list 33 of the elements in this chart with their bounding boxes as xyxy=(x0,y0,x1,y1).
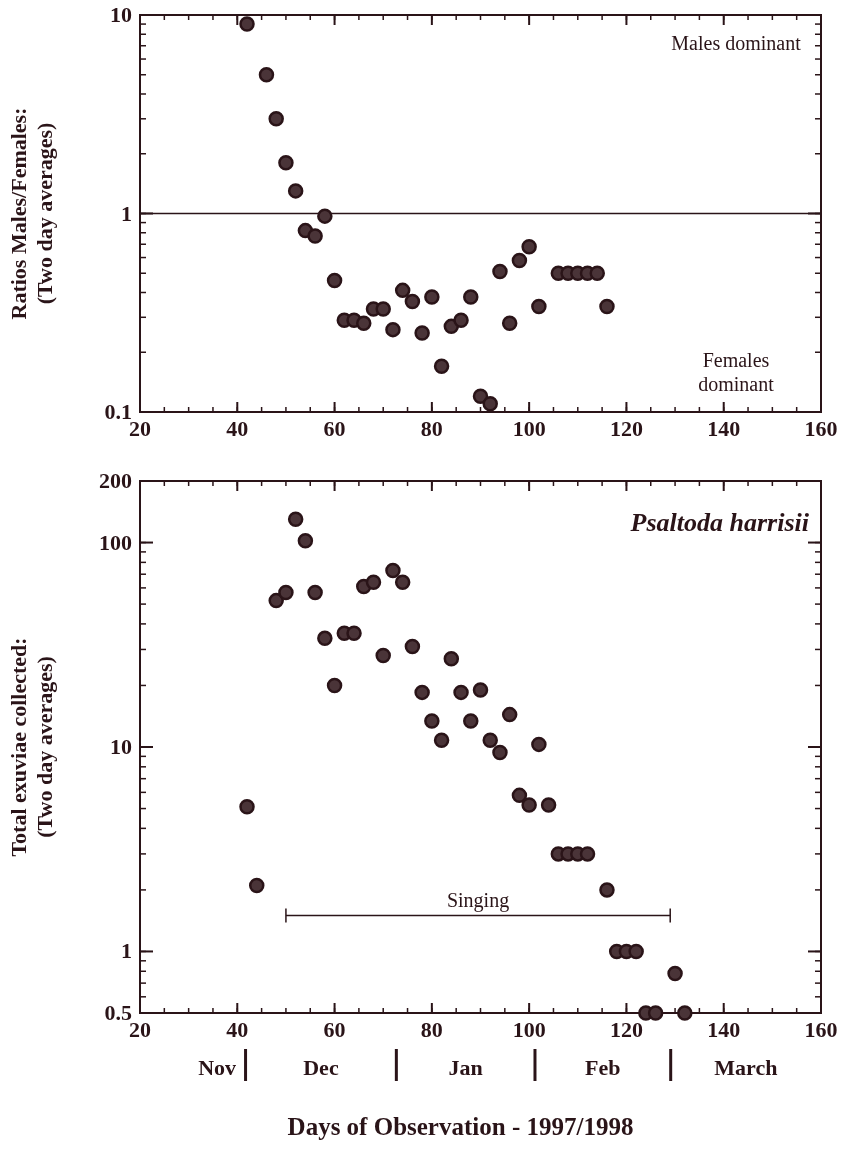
series-label: Singing xyxy=(446,889,510,913)
text: March xyxy=(714,1055,778,1080)
text: Nov xyxy=(198,1055,237,1080)
text: Dec xyxy=(303,1055,339,1080)
x-tick-label: 140 xyxy=(707,416,741,441)
x-tick-label: 140 xyxy=(707,1017,741,1042)
y-axis-title: Total exuviae collected: (Two day averages) xyxy=(6,637,57,857)
y-axis-title: Ratios Males/Females: (Two day averages) xyxy=(6,107,57,320)
x-axis-title: Days of Observation - 1997/1998 xyxy=(287,1113,634,1140)
x-tick-label: 120 xyxy=(609,416,643,441)
text: Feb xyxy=(585,1055,621,1080)
text: Jan xyxy=(448,1055,483,1080)
y-tick-label: 10 xyxy=(110,734,132,759)
x-tick-label: 20 xyxy=(129,416,151,441)
annotation: Females dominant xyxy=(698,349,775,395)
y-tick-label: 200 xyxy=(99,468,132,493)
x-tick-label: 100 xyxy=(512,1017,546,1042)
y-tick-label: 1 xyxy=(121,938,132,964)
x-tick-label: 120 xyxy=(609,1017,643,1042)
x-tick-label: 60 xyxy=(323,416,346,441)
x-tick-label: 40 xyxy=(226,416,249,441)
y-tick-label: 1 xyxy=(121,200,132,226)
x-tick-label: 40 xyxy=(226,1017,249,1042)
x-tick-label: 60 xyxy=(323,1017,346,1042)
x-tick-label: 80 xyxy=(420,1017,443,1042)
x-tick-label: 160 xyxy=(804,416,838,441)
y-tick-label: 10 xyxy=(110,2,132,27)
x-tick-label: 80 xyxy=(420,416,443,441)
y-tick-label: 100 xyxy=(99,529,132,555)
x-tick-label: 100 xyxy=(512,416,546,441)
x-tick-label: 160 xyxy=(804,1017,838,1042)
text: Psaltoda harrisii xyxy=(629,508,810,537)
annotation: Males dominant xyxy=(671,32,802,54)
